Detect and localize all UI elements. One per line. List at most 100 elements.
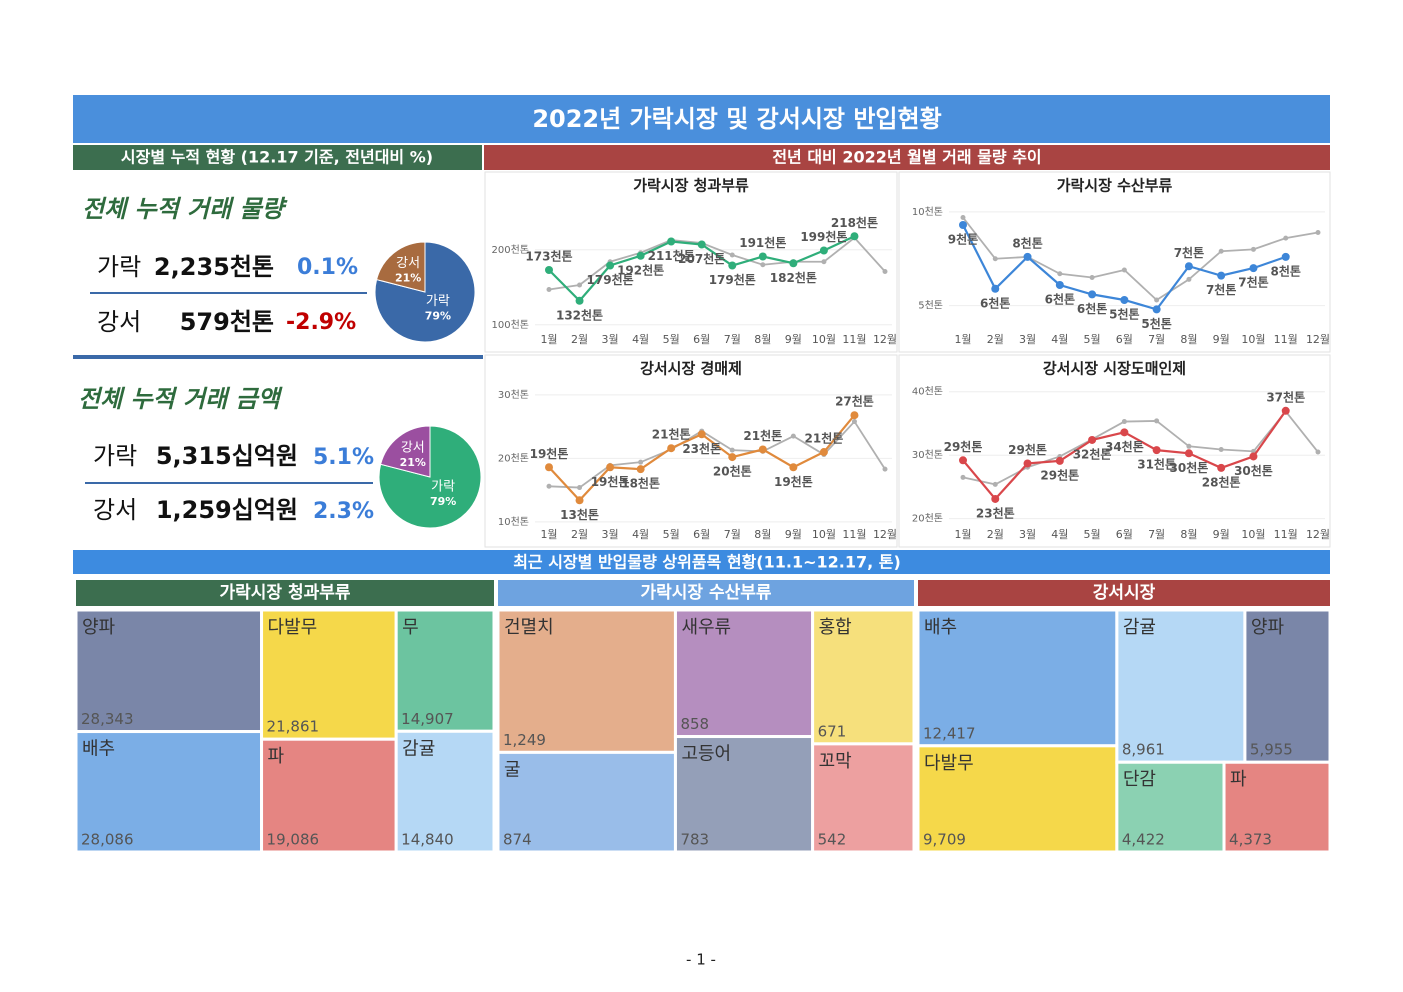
y-tick-label: 40천톤	[912, 386, 943, 398]
data-label: 6천톤	[1045, 292, 1075, 307]
point	[1249, 264, 1258, 273]
point	[960, 474, 966, 480]
point	[1184, 262, 1193, 271]
point	[577, 282, 583, 288]
x-tick-label: 4월	[1051, 333, 1068, 346]
cell-name: 양파	[1251, 617, 1285, 638]
point	[850, 232, 859, 241]
chart-frame	[484, 171, 898, 353]
point	[697, 240, 706, 249]
cell-name: 배추	[924, 617, 957, 638]
point	[636, 251, 645, 260]
point	[545, 463, 553, 472]
point	[1218, 248, 1224, 254]
point	[758, 252, 767, 261]
data-label: 18천톤	[621, 476, 660, 491]
cell-name: 다발무	[268, 617, 318, 638]
pie-value-label: 21%	[395, 271, 421, 284]
cell-name: 파	[1230, 769, 1247, 790]
point	[790, 433, 796, 439]
point	[1057, 271, 1063, 277]
series-line	[548, 236, 886, 291]
point	[1217, 463, 1226, 472]
pie-label: 가락	[426, 294, 450, 309]
point	[667, 444, 676, 453]
data-label: 179천톤	[709, 272, 756, 287]
point	[1023, 252, 1032, 261]
data-label: 28천톤	[1202, 474, 1241, 489]
point	[729, 447, 735, 453]
y-tick-label: 10천톤	[912, 206, 943, 218]
data-label: 132천톤	[556, 307, 603, 322]
amount: 5,315십억원	[156, 442, 298, 470]
data-label: 199천톤	[800, 229, 847, 244]
y-tick-label: 20천톤	[498, 452, 529, 464]
y-tick-label: 5천톤	[918, 300, 943, 312]
data-label: 30천톤	[1234, 463, 1273, 478]
treemap-header	[73, 550, 1330, 574]
data-label: 31천톤	[1137, 457, 1176, 472]
data-label: 30천톤	[1170, 460, 1209, 475]
x-tick-label: 12월	[873, 528, 897, 541]
cell-value: 4,373	[1229, 831, 1272, 849]
x-tick-label: 2월	[571, 528, 588, 541]
y-tick-label: 30천톤	[912, 449, 943, 461]
data-label: 29천톤	[1040, 467, 1079, 482]
amount: 1,259십억원	[156, 496, 298, 524]
point	[728, 261, 737, 270]
point	[606, 261, 615, 270]
data-label: 9천톤	[948, 232, 978, 247]
market: 가락	[97, 253, 141, 281]
x-tick-label: 2월	[987, 333, 1004, 346]
point	[1184, 449, 1193, 458]
data-label: 27천톤	[835, 394, 874, 409]
x-tick-label: 11월	[842, 333, 866, 346]
x-tick-label: 9월	[1213, 528, 1230, 541]
point	[575, 296, 584, 305]
x-tick-label: 1월	[540, 528, 557, 541]
point	[992, 481, 998, 487]
data-label: 34천톤	[1105, 439, 1144, 454]
point	[789, 463, 798, 472]
x-tick-label: 11월	[842, 528, 866, 541]
point	[1089, 275, 1095, 280]
y-tick-label: 100천톤	[492, 319, 530, 331]
x-tick-label: 10월	[812, 528, 836, 541]
data-label: 5천톤	[1141, 316, 1171, 331]
point	[1249, 452, 1258, 461]
treemap-cell	[1243, 608, 1332, 764]
pie-label: 가락	[431, 479, 455, 494]
x-tick-label: 11월	[1274, 528, 1298, 541]
point	[1281, 252, 1290, 261]
data-label: 32천톤	[1073, 446, 1112, 461]
point	[991, 284, 1000, 293]
cell-value: 14,840	[401, 831, 454, 849]
point	[959, 456, 967, 465]
point	[850, 411, 859, 420]
point	[758, 445, 767, 454]
cell-value: 28,086	[81, 831, 134, 849]
point	[1154, 297, 1160, 303]
treemap-cell	[811, 742, 916, 854]
treemap-cell	[394, 729, 496, 854]
point	[882, 466, 888, 472]
cell-name: 굴	[504, 759, 521, 780]
point	[1186, 276, 1192, 282]
point	[851, 419, 857, 425]
data-label: 8천톤	[1012, 235, 1042, 250]
point	[819, 246, 828, 255]
x-tick-label: 4월	[632, 333, 649, 346]
data-label: 19천톤	[530, 446, 569, 461]
data-label: 7천톤	[1238, 275, 1268, 290]
x-tick-label: 2월	[571, 333, 588, 346]
trend-title: 전년 대비 2022년 월별 거래 물량 추이	[772, 148, 1041, 167]
page-number: - 1 -	[686, 951, 716, 969]
x-tick-label: 4월	[632, 528, 649, 541]
cell-value: 858	[680, 715, 709, 733]
cell-value: 9,709	[923, 831, 966, 849]
treemap-cell	[673, 735, 815, 854]
data-label: 37천톤	[1266, 389, 1305, 404]
point	[1250, 448, 1256, 454]
cell-name: 무	[402, 617, 419, 638]
